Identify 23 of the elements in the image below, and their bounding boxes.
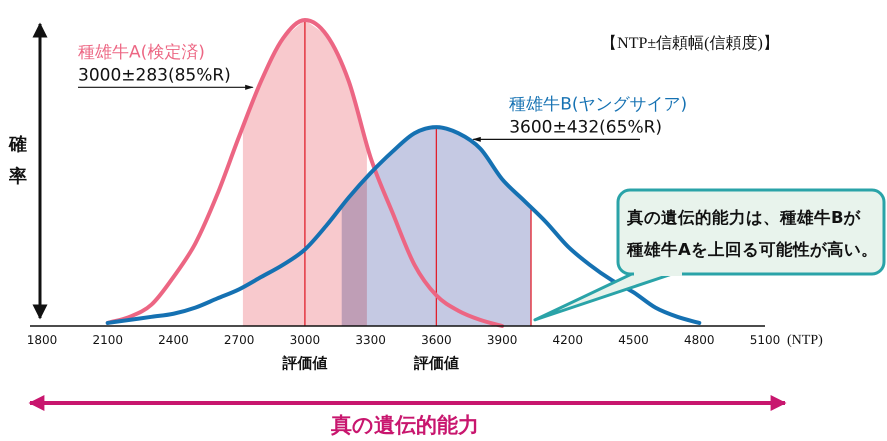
x-tick-label: 3900 xyxy=(486,333,518,347)
ref-line-label: 評価値 xyxy=(412,354,459,372)
text: 種雄牛B(ヤングサイア) xyxy=(509,94,688,114)
x-tick-label: 2100 xyxy=(92,333,123,347)
text: (NTP) xyxy=(787,333,824,348)
x-tick-label: 3000 xyxy=(290,333,320,347)
text: 種雄牛A(検定済) xyxy=(78,42,205,62)
x-tick-label: 4500 xyxy=(618,333,649,347)
x-tick-label: 4200 xyxy=(552,333,584,347)
x-tick-label: 1800 xyxy=(26,333,58,347)
annotation: 3000±283(85%R) xyxy=(78,65,231,86)
text: 【NTP±信頼幅(信頼度)】 xyxy=(601,34,779,52)
annotation: 真の遺伝的能力は、種雄牛Bが種雄牛Aを上回る可能性が高い。 xyxy=(626,208,878,259)
x-tick-label: 4800 xyxy=(684,333,715,347)
x-tick-label: 5100 xyxy=(750,333,780,347)
annotation: 3600±432(65%R) xyxy=(509,117,662,138)
ref-line-label: 評価値 xyxy=(281,354,328,372)
x-tick-label: 2700 xyxy=(224,333,254,347)
x-axis-title: 真の遺伝的能力 xyxy=(330,413,479,437)
x-tick-label: 3600 xyxy=(421,333,452,347)
y-axis-title: 確率 xyxy=(8,134,27,187)
x-tick-label: 2400 xyxy=(158,333,189,347)
x-tick-label: 3300 xyxy=(355,333,386,347)
